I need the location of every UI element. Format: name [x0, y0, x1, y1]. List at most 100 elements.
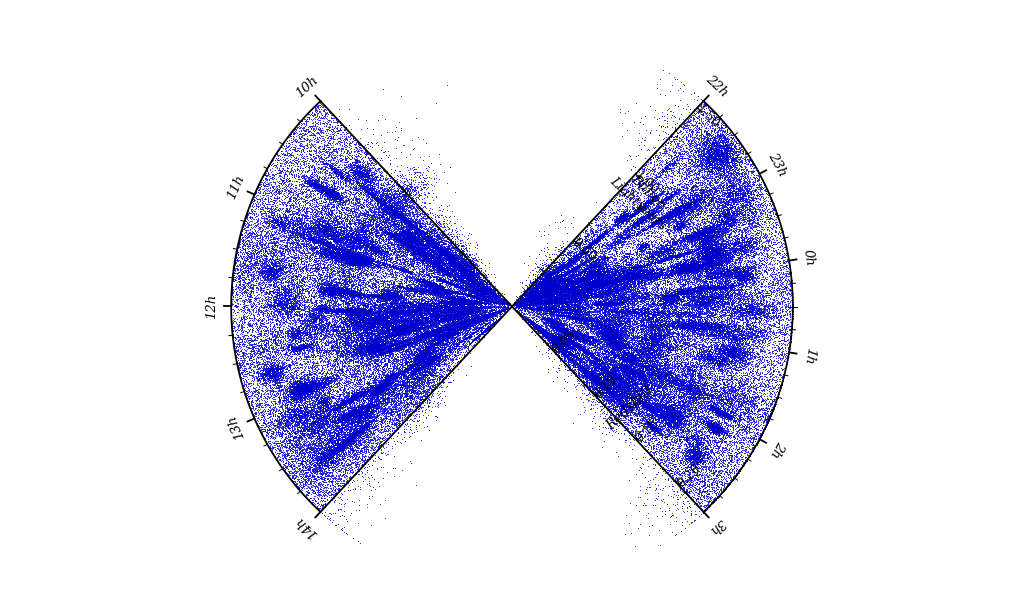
- Point: [291, 444, 307, 454]
- Point: [738, 375, 755, 384]
- Point: [705, 283, 721, 292]
- Point: [583, 281, 599, 291]
- Point: [690, 387, 707, 397]
- Point: [580, 288, 596, 298]
- Point: [299, 424, 315, 434]
- Point: [412, 243, 428, 253]
- Point: [642, 368, 658, 378]
- Point: [528, 305, 545, 314]
- Point: [736, 305, 753, 315]
- Point: [740, 265, 757, 275]
- Point: [375, 343, 391, 352]
- Point: [457, 309, 473, 319]
- Point: [632, 370, 648, 379]
- Point: [420, 285, 436, 295]
- Point: [689, 145, 706, 154]
- Point: [328, 244, 344, 254]
- Point: [350, 348, 367, 358]
- Point: [729, 470, 745, 479]
- Point: [441, 261, 458, 270]
- Point: [748, 326, 764, 335]
- Point: [383, 379, 399, 389]
- Point: [623, 208, 639, 218]
- Point: [420, 308, 436, 318]
- Point: [285, 219, 301, 229]
- Point: [419, 276, 435, 286]
- Point: [440, 308, 457, 318]
- Point: [365, 290, 381, 300]
- Point: [650, 163, 667, 173]
- Point: [710, 294, 726, 303]
- Point: [602, 372, 618, 382]
- Point: [305, 285, 322, 295]
- Point: [540, 267, 556, 277]
- Point: [456, 316, 472, 326]
- Point: [590, 258, 606, 268]
- Point: [608, 333, 625, 343]
- Point: [403, 333, 420, 343]
- Point: [281, 413, 297, 423]
- Point: [407, 324, 423, 334]
- Point: [648, 275, 665, 284]
- Point: [664, 174, 680, 184]
- Point: [507, 299, 523, 309]
- Point: [454, 297, 470, 307]
- Point: [286, 431, 302, 441]
- Point: [308, 179, 325, 189]
- Point: [728, 238, 744, 248]
- Point: [406, 355, 422, 365]
- Point: [415, 347, 431, 357]
- Point: [392, 208, 409, 218]
- Point: [384, 345, 400, 355]
- Point: [585, 289, 601, 299]
- Point: [477, 321, 494, 330]
- Point: [657, 404, 674, 414]
- Point: [550, 280, 566, 290]
- Point: [526, 304, 543, 314]
- Point: [709, 371, 725, 381]
- Point: [655, 207, 672, 216]
- Point: [621, 214, 637, 224]
- Point: [475, 321, 492, 331]
- Point: [608, 215, 625, 225]
- Point: [557, 293, 573, 303]
- Point: [415, 349, 431, 359]
- Point: [603, 275, 620, 285]
- Point: [683, 429, 699, 439]
- Point: [456, 300, 472, 310]
- Point: [344, 303, 360, 313]
- Point: [414, 296, 430, 306]
- Point: [566, 297, 583, 306]
- Point: [521, 294, 538, 304]
- Point: [329, 439, 345, 449]
- Point: [547, 295, 563, 305]
- Point: [269, 197, 286, 207]
- Point: [367, 292, 383, 302]
- Point: [539, 296, 555, 306]
- Point: [358, 408, 375, 418]
- Point: [385, 313, 401, 322]
- Point: [314, 275, 331, 284]
- Point: [699, 394, 716, 404]
- Point: [325, 231, 341, 241]
- Point: [375, 207, 391, 216]
- Point: [712, 310, 728, 320]
- Point: [641, 211, 657, 221]
- Point: [543, 298, 559, 308]
- Point: [388, 335, 404, 345]
- Point: [618, 288, 635, 298]
- Point: [367, 188, 383, 198]
- Point: [585, 352, 601, 362]
- Point: [314, 460, 331, 470]
- Point: [677, 191, 693, 201]
- Point: [536, 303, 552, 313]
- Point: [710, 194, 726, 204]
- Point: [333, 440, 349, 449]
- Point: [423, 302, 439, 311]
- Point: [581, 319, 597, 329]
- Point: [608, 326, 625, 335]
- Point: [414, 333, 430, 343]
- Point: [689, 383, 706, 392]
- Point: [720, 265, 736, 275]
- Point: [434, 287, 451, 297]
